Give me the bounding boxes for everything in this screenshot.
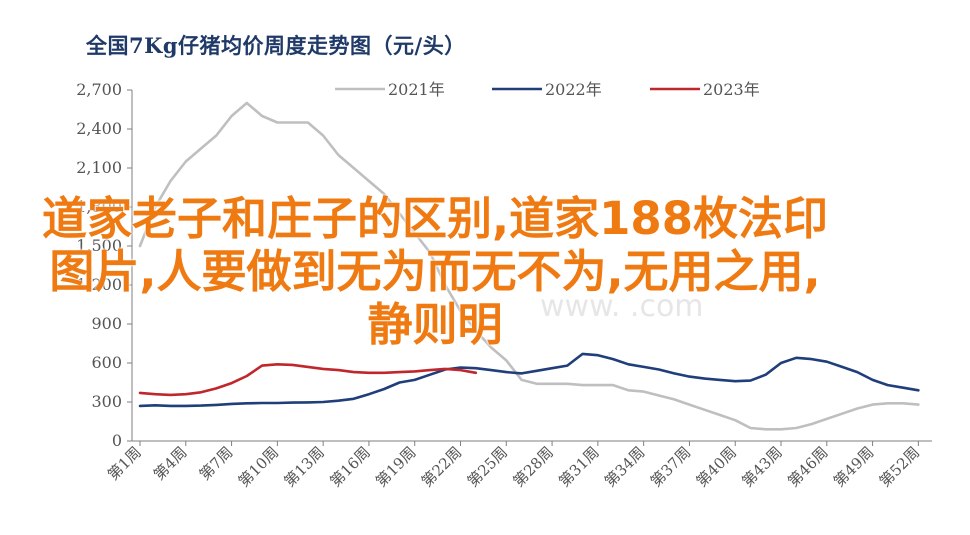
y-tick-label: 1,500: [76, 236, 122, 255]
series-line-0: [138, 101, 920, 431]
x-tick-label: 第46周: [784, 443, 831, 490]
legend-label-0: 2021年: [388, 80, 445, 99]
y-tick-label: 2,700: [76, 80, 122, 99]
chart-title: 全国7Kg仔猪均价周度走势图（元/头）: [86, 33, 466, 58]
y-tick-label: 2,400: [76, 119, 122, 138]
x-tick-label: 第25周: [464, 443, 511, 490]
x-tick-label: 第52周: [876, 443, 923, 490]
watermark-text: www. .com: [540, 289, 704, 324]
y-tick-label: 900: [91, 314, 122, 333]
x-tick-label: 第40周: [693, 443, 740, 490]
overlay-line-3: 静则明: [367, 298, 503, 351]
legend-label-2: 2023年: [703, 80, 760, 99]
overlay-line-2: 图片,人要做到无为而无不为,无用之用,: [49, 245, 821, 298]
legend-label-1: 2022年: [545, 80, 602, 99]
x-tick-label: 第16周: [326, 443, 373, 490]
x-tick-label: 第19周: [372, 443, 419, 490]
x-tick-label: 第10周: [235, 443, 282, 490]
x-tick-label: 第31周: [555, 443, 602, 490]
x-tick-label: 第34周: [601, 443, 648, 490]
x-tick-label: 第28周: [509, 443, 556, 490]
y-tick-label: 2,100: [76, 158, 122, 177]
x-tick-label: 第1周: [104, 443, 145, 484]
x-tick-label: 第37周: [647, 443, 694, 490]
overlay-caption: 道家老子和庄子的区别,道家188枚法印 图片,人要做到无为而无不为,无用之用, …: [0, 192, 870, 351]
x-tick-label: 第13周: [281, 443, 328, 490]
y-tick-label: 1,800: [76, 197, 122, 216]
y-tick-label: 600: [91, 353, 122, 372]
x-tick-label: 第49周: [830, 443, 877, 490]
x-tick-label: 第43周: [738, 443, 785, 490]
x-tick-label: 第22周: [418, 443, 465, 490]
y-tick-label: 1,200: [76, 275, 122, 294]
overlay-line-1: 道家老子和庄子的区别,道家188枚法印: [41, 192, 829, 245]
series-line-2: [138, 363, 478, 397]
series-line-1: [138, 352, 920, 408]
x-tick-label: 第7周: [196, 443, 237, 484]
x-tick-label: 第4周: [150, 443, 191, 484]
y-tick-label: 300: [91, 392, 122, 411]
y-tick-label: 0: [112, 431, 122, 450]
